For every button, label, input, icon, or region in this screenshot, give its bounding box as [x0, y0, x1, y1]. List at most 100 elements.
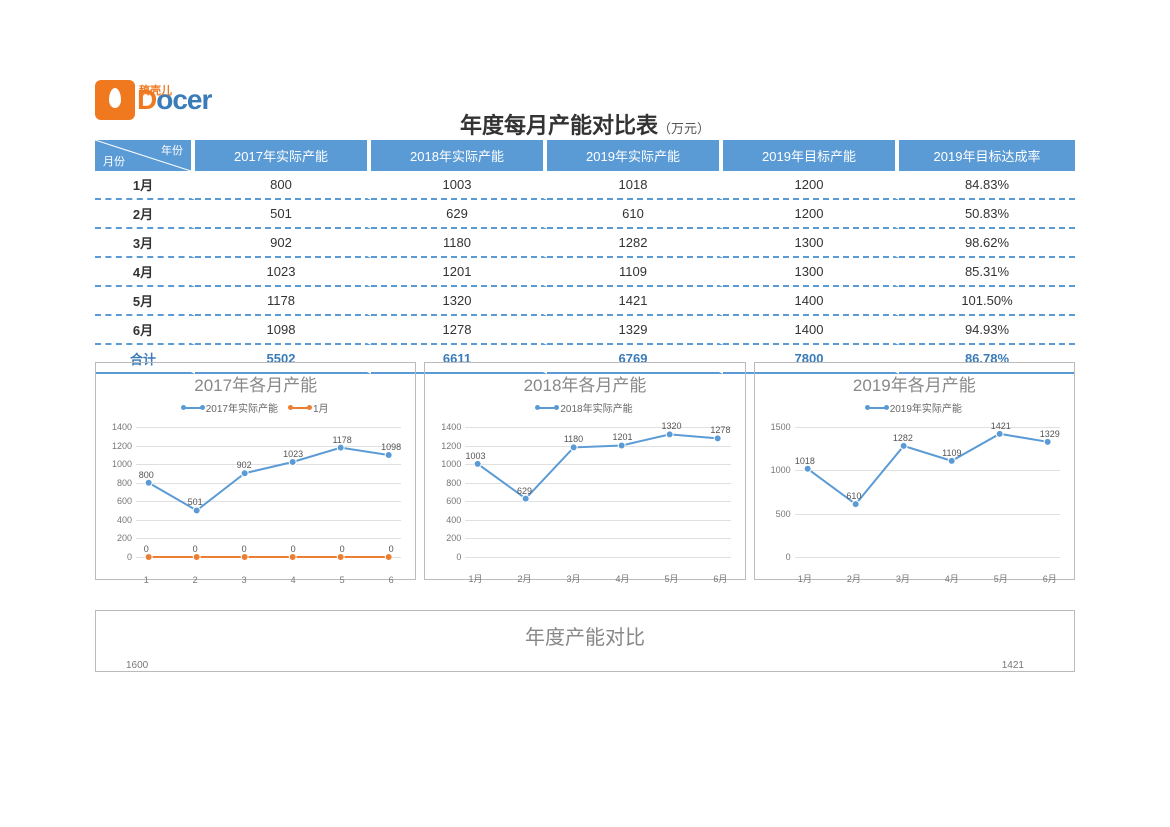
col-header: 2019年实际产能: [547, 140, 723, 171]
x-label: 6月: [1043, 572, 1057, 585]
chart-title: 2018年各月产能: [435, 371, 734, 396]
col-header: 2018年实际产能: [371, 140, 547, 171]
big-chart-title: 年度产能对比: [106, 621, 1064, 650]
charts-row: 2017年各月产能 2017年实际产能1月 020040060080010001…: [95, 362, 1075, 580]
data-label: 1329: [1040, 429, 1060, 439]
data-cell: 1003: [371, 171, 547, 200]
data-label: 1320: [661, 421, 681, 431]
data-cell: 1180: [371, 229, 547, 258]
data-cell: 1421: [547, 287, 723, 316]
data-table: 年份月份 2017年实际产能 2018年实际产能 2019年实际产能 2019年…: [95, 140, 1075, 374]
data-cell: 610: [547, 200, 723, 229]
data-cell: 1201: [371, 258, 547, 287]
data-cell: 1278: [371, 316, 547, 345]
x-label: 2月: [847, 572, 861, 585]
data-label: 0: [242, 544, 247, 554]
data-label: 0: [389, 544, 394, 554]
legend-item: 2017年实际产能: [183, 400, 278, 415]
x-label: 4月: [945, 572, 959, 585]
x-label: 4: [291, 575, 296, 585]
data-cell: 800: [195, 171, 371, 200]
data-label: 1018: [795, 456, 815, 466]
big-chart-right-label: 1421: [1002, 660, 1024, 671]
table-row: 3月90211801282130098.62%: [95, 229, 1075, 258]
x-label: 5月: [994, 572, 1008, 585]
data-label: 1003: [466, 451, 486, 461]
chart-title: 2019年各月产能: [765, 371, 1064, 396]
table-header-row: 年份月份 2017年实际产能 2018年实际产能 2019年实际产能 2019年…: [95, 140, 1075, 171]
mini-chart: 2018年各月产能 2018年实际产能 02004006008001000120…: [424, 362, 745, 580]
data-label: 1421: [991, 421, 1011, 431]
data-cell: 1200: [723, 200, 899, 229]
data-cell: 501: [195, 200, 371, 229]
x-label: 5月: [664, 572, 678, 585]
data-cell: 1098: [195, 316, 371, 345]
data-label: 1023: [283, 449, 303, 459]
data-cell: 902: [195, 229, 371, 258]
legend-item: 2019年实际产能: [867, 400, 962, 415]
x-label: 1: [144, 575, 149, 585]
chart-title: 2017年各月产能: [106, 371, 405, 396]
data-cell: 1400: [723, 316, 899, 345]
data-label: 0: [340, 544, 345, 554]
data-label: 0: [291, 544, 296, 554]
data-label: 1178: [332, 435, 351, 445]
data-cell: 85.31%: [899, 258, 1075, 287]
data-cell: 1400: [723, 287, 899, 316]
x-label: 6: [389, 575, 394, 585]
x-label: 1月: [798, 572, 812, 585]
x-label: 3: [242, 575, 247, 585]
data-label: 1098: [381, 442, 401, 452]
legend-item: 1月: [290, 400, 329, 415]
data-cell: 98.62%: [899, 229, 1075, 258]
data-cell: 94.93%: [899, 316, 1075, 345]
data-cell: 1300: [723, 258, 899, 287]
col-header: 2019年目标达成率: [899, 140, 1075, 171]
data-label: 1278: [710, 425, 730, 435]
data-cell: 1329: [547, 316, 723, 345]
logo-cn: 稿壳儿: [139, 82, 172, 98]
data-label: 0: [144, 544, 149, 554]
data-label: 0: [193, 544, 198, 554]
data-cell: 101.50%: [899, 287, 1075, 316]
month-cell: 6月: [95, 316, 195, 345]
data-label: 610: [846, 491, 861, 501]
data-cell: 84.83%: [899, 171, 1075, 200]
data-cell: 1178: [195, 287, 371, 316]
table-row: 6月109812781329140094.93%: [95, 316, 1075, 345]
mini-chart: 2017年各月产能 2017年实际产能1月 020040060080010001…: [95, 362, 416, 580]
col-header: 2019年目标产能: [723, 140, 899, 171]
x-label: 3月: [566, 572, 580, 585]
month-cell: 3月: [95, 229, 195, 258]
data-label: 902: [237, 460, 252, 470]
data-label: 1201: [612, 432, 632, 442]
table-row: 2月501629610120050.83%: [95, 200, 1075, 229]
data-cell: 629: [371, 200, 547, 229]
chart-legend: 2017年实际产能 1月: [106, 400, 405, 415]
month-cell: 2月: [95, 200, 195, 229]
x-label: 6月: [713, 572, 727, 585]
col-header: 2017年实际产能: [195, 140, 371, 171]
data-label: 629: [517, 486, 532, 496]
data-label: 1180: [564, 434, 583, 444]
month-cell: 5月: [95, 287, 195, 316]
month-cell: 1月: [95, 171, 195, 200]
data-label: 1109: [942, 448, 961, 458]
data-cell: 1300: [723, 229, 899, 258]
data-cell: 50.83%: [899, 200, 1075, 229]
x-label: 5: [340, 575, 345, 585]
data-cell: 1023: [195, 258, 371, 287]
data-label: 1282: [893, 433, 913, 443]
x-label: 3月: [896, 572, 910, 585]
page-title: 年度每月产能对比表（万元）: [0, 108, 1170, 140]
x-label: 2月: [518, 572, 532, 585]
big-chart-ylabel: 1600: [126, 660, 148, 671]
chart-plot: 050010001500101861012821109142113291月2月3…: [765, 421, 1064, 571]
header-diagonal: 年份月份: [95, 140, 195, 171]
data-cell: 1320: [371, 287, 547, 316]
chart-plot: 0200400600800100012001400100362911801201…: [435, 421, 734, 571]
table-row: 5月1178132014211400101.50%: [95, 287, 1075, 316]
chart-legend: 2018年实际产能: [435, 400, 734, 415]
legend-item: 2018年实际产能: [537, 400, 632, 415]
data-cell: 1109: [547, 258, 723, 287]
